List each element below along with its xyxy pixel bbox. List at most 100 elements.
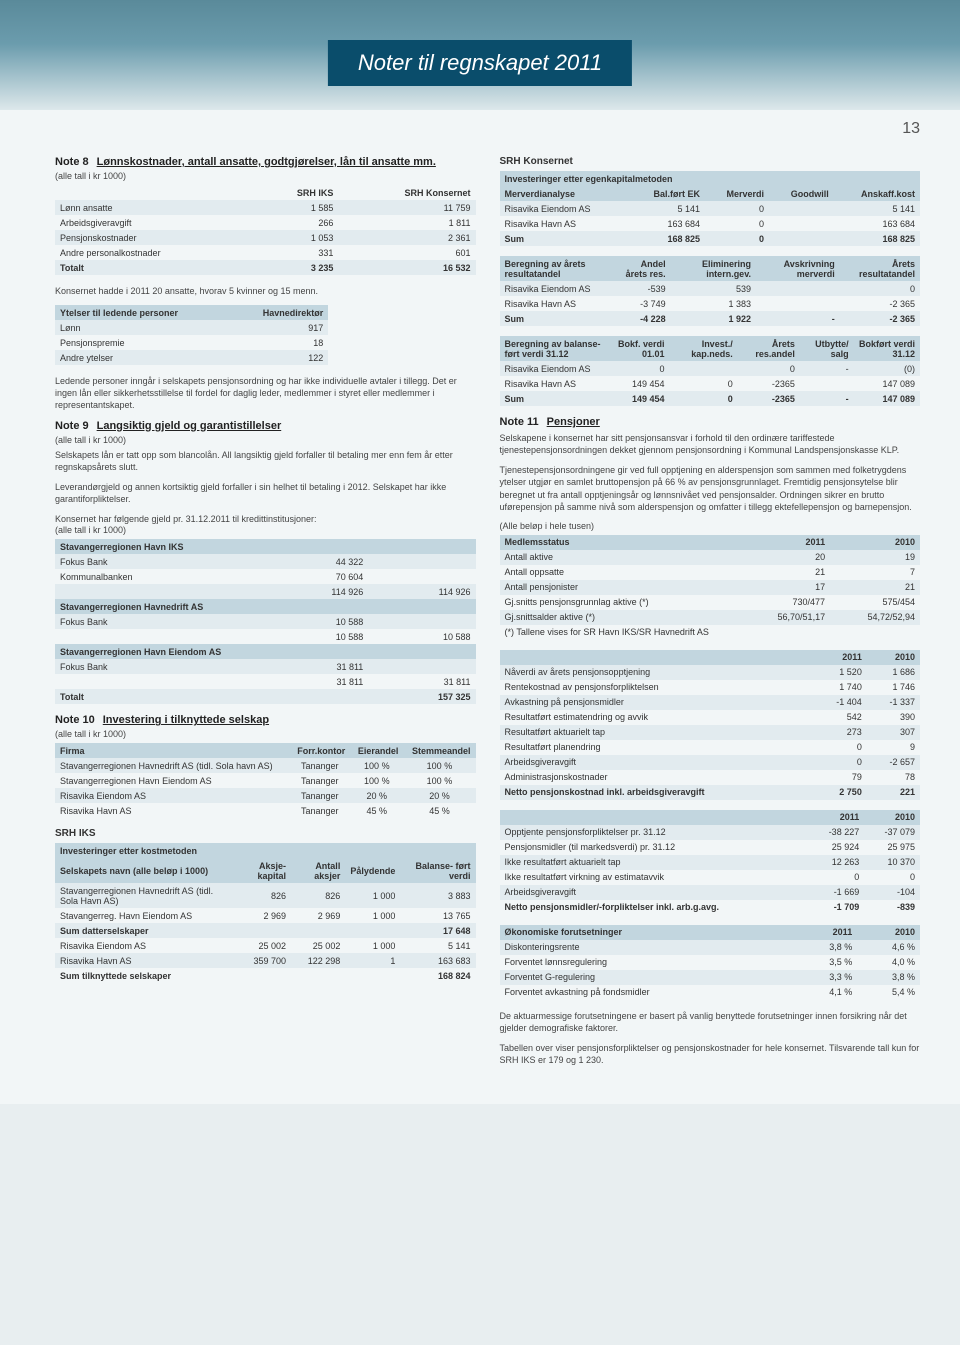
- page-number: 13: [902, 120, 920, 138]
- cell: Stavangerreg. Havn Eiendom AS: [55, 908, 233, 923]
- cell: 11 759: [338, 200, 475, 215]
- note9-text3: Konsernet har følgende gjeld pr. 31.12.2…: [55, 513, 476, 525]
- cell: 1: [345, 953, 400, 968]
- cell: 147 089: [854, 391, 920, 406]
- cell: 1 746: [867, 680, 920, 695]
- note10-bal-table: Beregning av balanse- ført verdi 31.12Bo…: [500, 336, 921, 406]
- th: 2011: [814, 650, 867, 665]
- cell: 21: [830, 580, 920, 595]
- cell: [55, 584, 263, 599]
- cell: -2 365: [840, 296, 920, 311]
- note11-para2: Tjenestepensjonsordningene gir ved full …: [500, 464, 921, 513]
- th: SRH IKS: [254, 185, 338, 200]
- cell: Resultatført estimatendring og avvik: [500, 710, 814, 725]
- cell: 21: [740, 565, 830, 580]
- cell: [55, 629, 263, 644]
- cell: Administrasjonskostnader: [500, 770, 814, 785]
- cell: Nåverdi av årets pensjonsopptjening: [500, 665, 814, 680]
- cell: 1 000: [345, 883, 400, 908]
- cell: Risavika Havn AS: [500, 296, 613, 311]
- cell: Andre personalkostnader: [55, 245, 254, 260]
- th: Bokført verdi 31.12: [854, 336, 920, 361]
- cell: 122 298: [291, 953, 345, 968]
- cell: Risavika Eiendom AS: [500, 281, 613, 296]
- cell: Sum: [500, 231, 629, 246]
- cell: 0: [864, 870, 920, 885]
- cell: 1 000: [345, 938, 400, 953]
- cell: -: [800, 361, 854, 376]
- cell: Risavika Havn AS: [55, 953, 233, 968]
- th: Merverdi: [705, 186, 769, 201]
- cell: 826: [233, 883, 291, 908]
- th: Firma: [55, 743, 289, 758]
- left-column: Note 8 Lønnskostnader, antall ansatte, g…: [55, 150, 476, 1074]
- header-band: Noter til regnskapet 2011: [0, 0, 960, 110]
- group-head: Stavangerregionen Havn IKS: [55, 539, 476, 554]
- cell: 25 002: [291, 938, 345, 953]
- cell: Lønn: [55, 320, 231, 335]
- cell: 163 683: [400, 953, 475, 968]
- th: Pålydende: [345, 858, 400, 883]
- cell: -1 709: [808, 900, 864, 915]
- cell: 1 585: [254, 200, 338, 215]
- cell: 168 825: [834, 231, 920, 246]
- cell: 10 588: [263, 629, 368, 644]
- cell: Ikke resultatført virkning av estimatavv…: [500, 870, 809, 885]
- note8-table: SRH IKS SRH Konsernet Lønn ansatte1 5851…: [55, 185, 476, 275]
- cell: 168 824: [400, 968, 475, 983]
- note10-title: Investering i tilknyttede selskap: [103, 714, 269, 726]
- cell: [263, 689, 368, 704]
- cell: Tananger: [289, 773, 350, 788]
- note11-unit: (Alle beløp i hele tusen): [500, 521, 921, 531]
- th: 2011: [740, 535, 830, 550]
- th: 2010: [830, 535, 920, 550]
- cell: 44 322: [263, 554, 368, 569]
- cell: 5 141: [629, 201, 705, 216]
- cell: -2365: [738, 391, 800, 406]
- cell: 1 000: [345, 908, 400, 923]
- cell: Risavika Havn AS: [500, 376, 613, 391]
- cell: Risavika Havn AS: [55, 803, 289, 818]
- cell: [368, 614, 475, 629]
- th: Utbytte/ salg: [800, 336, 854, 361]
- cell: 20 %: [403, 788, 475, 803]
- cell: 25 975: [864, 840, 920, 855]
- note10-bereg-table: Beregning av årets resultatandelAndel år…: [500, 256, 921, 326]
- th: Balanse- ført verdi: [400, 858, 475, 883]
- cell: 917: [231, 320, 328, 335]
- cell: 2 361: [338, 230, 475, 245]
- cell: Antall aktive: [500, 550, 741, 565]
- cell: 2 969: [291, 908, 345, 923]
- cell: 0: [738, 361, 800, 376]
- note11-forpl-table: 20112010 Opptjente pensjonsforpliktelser…: [500, 810, 921, 915]
- cell: Fokus Bank: [55, 614, 263, 629]
- note8-ytelser-table: Ytelser til ledende personer Havnedirekt…: [55, 305, 328, 365]
- th: Merverdianalyse: [500, 186, 629, 201]
- cell: Risavika Eiendom AS: [500, 361, 613, 376]
- cell: Resultatført planendring: [500, 740, 814, 755]
- cell: 114 926: [263, 584, 368, 599]
- cell: [291, 923, 345, 938]
- note8-heading: Note 8 Lønnskostnader, antall ansatte, g…: [55, 156, 476, 168]
- note10-egen-table: Investeringer etter egenkapitalmetoden M…: [500, 171, 921, 246]
- th: Goodwill: [769, 186, 834, 201]
- note11-footer1: De aktuarmessige forutsetningene er base…: [500, 1010, 921, 1034]
- cell: [233, 923, 291, 938]
- th: Økonomiske forutsetninger: [500, 925, 795, 940]
- cell: 149 454: [613, 376, 670, 391]
- cell: 168 825: [629, 231, 705, 246]
- cell: 2 969: [233, 908, 291, 923]
- cell: Forventet avkastning på fondsmidler: [500, 985, 795, 1000]
- cell: Avkastning på pensjonsmidler: [500, 695, 814, 710]
- cell: 149 454: [613, 391, 670, 406]
- cell: 3,3 %: [794, 970, 857, 985]
- cell: 1 383: [671, 296, 756, 311]
- cell: -1 404: [814, 695, 867, 710]
- th: Selskapets navn (alle beløp i 1000): [55, 858, 233, 883]
- cell: 9: [867, 740, 920, 755]
- note10-label: Note 10: [55, 714, 95, 726]
- cell: Totalt: [55, 689, 263, 704]
- cell: Netto pensjonskostnad inkl. arbeidsgiver…: [500, 785, 814, 800]
- cell: 163 684: [834, 216, 920, 231]
- cell: Risavika Havn AS: [500, 216, 629, 231]
